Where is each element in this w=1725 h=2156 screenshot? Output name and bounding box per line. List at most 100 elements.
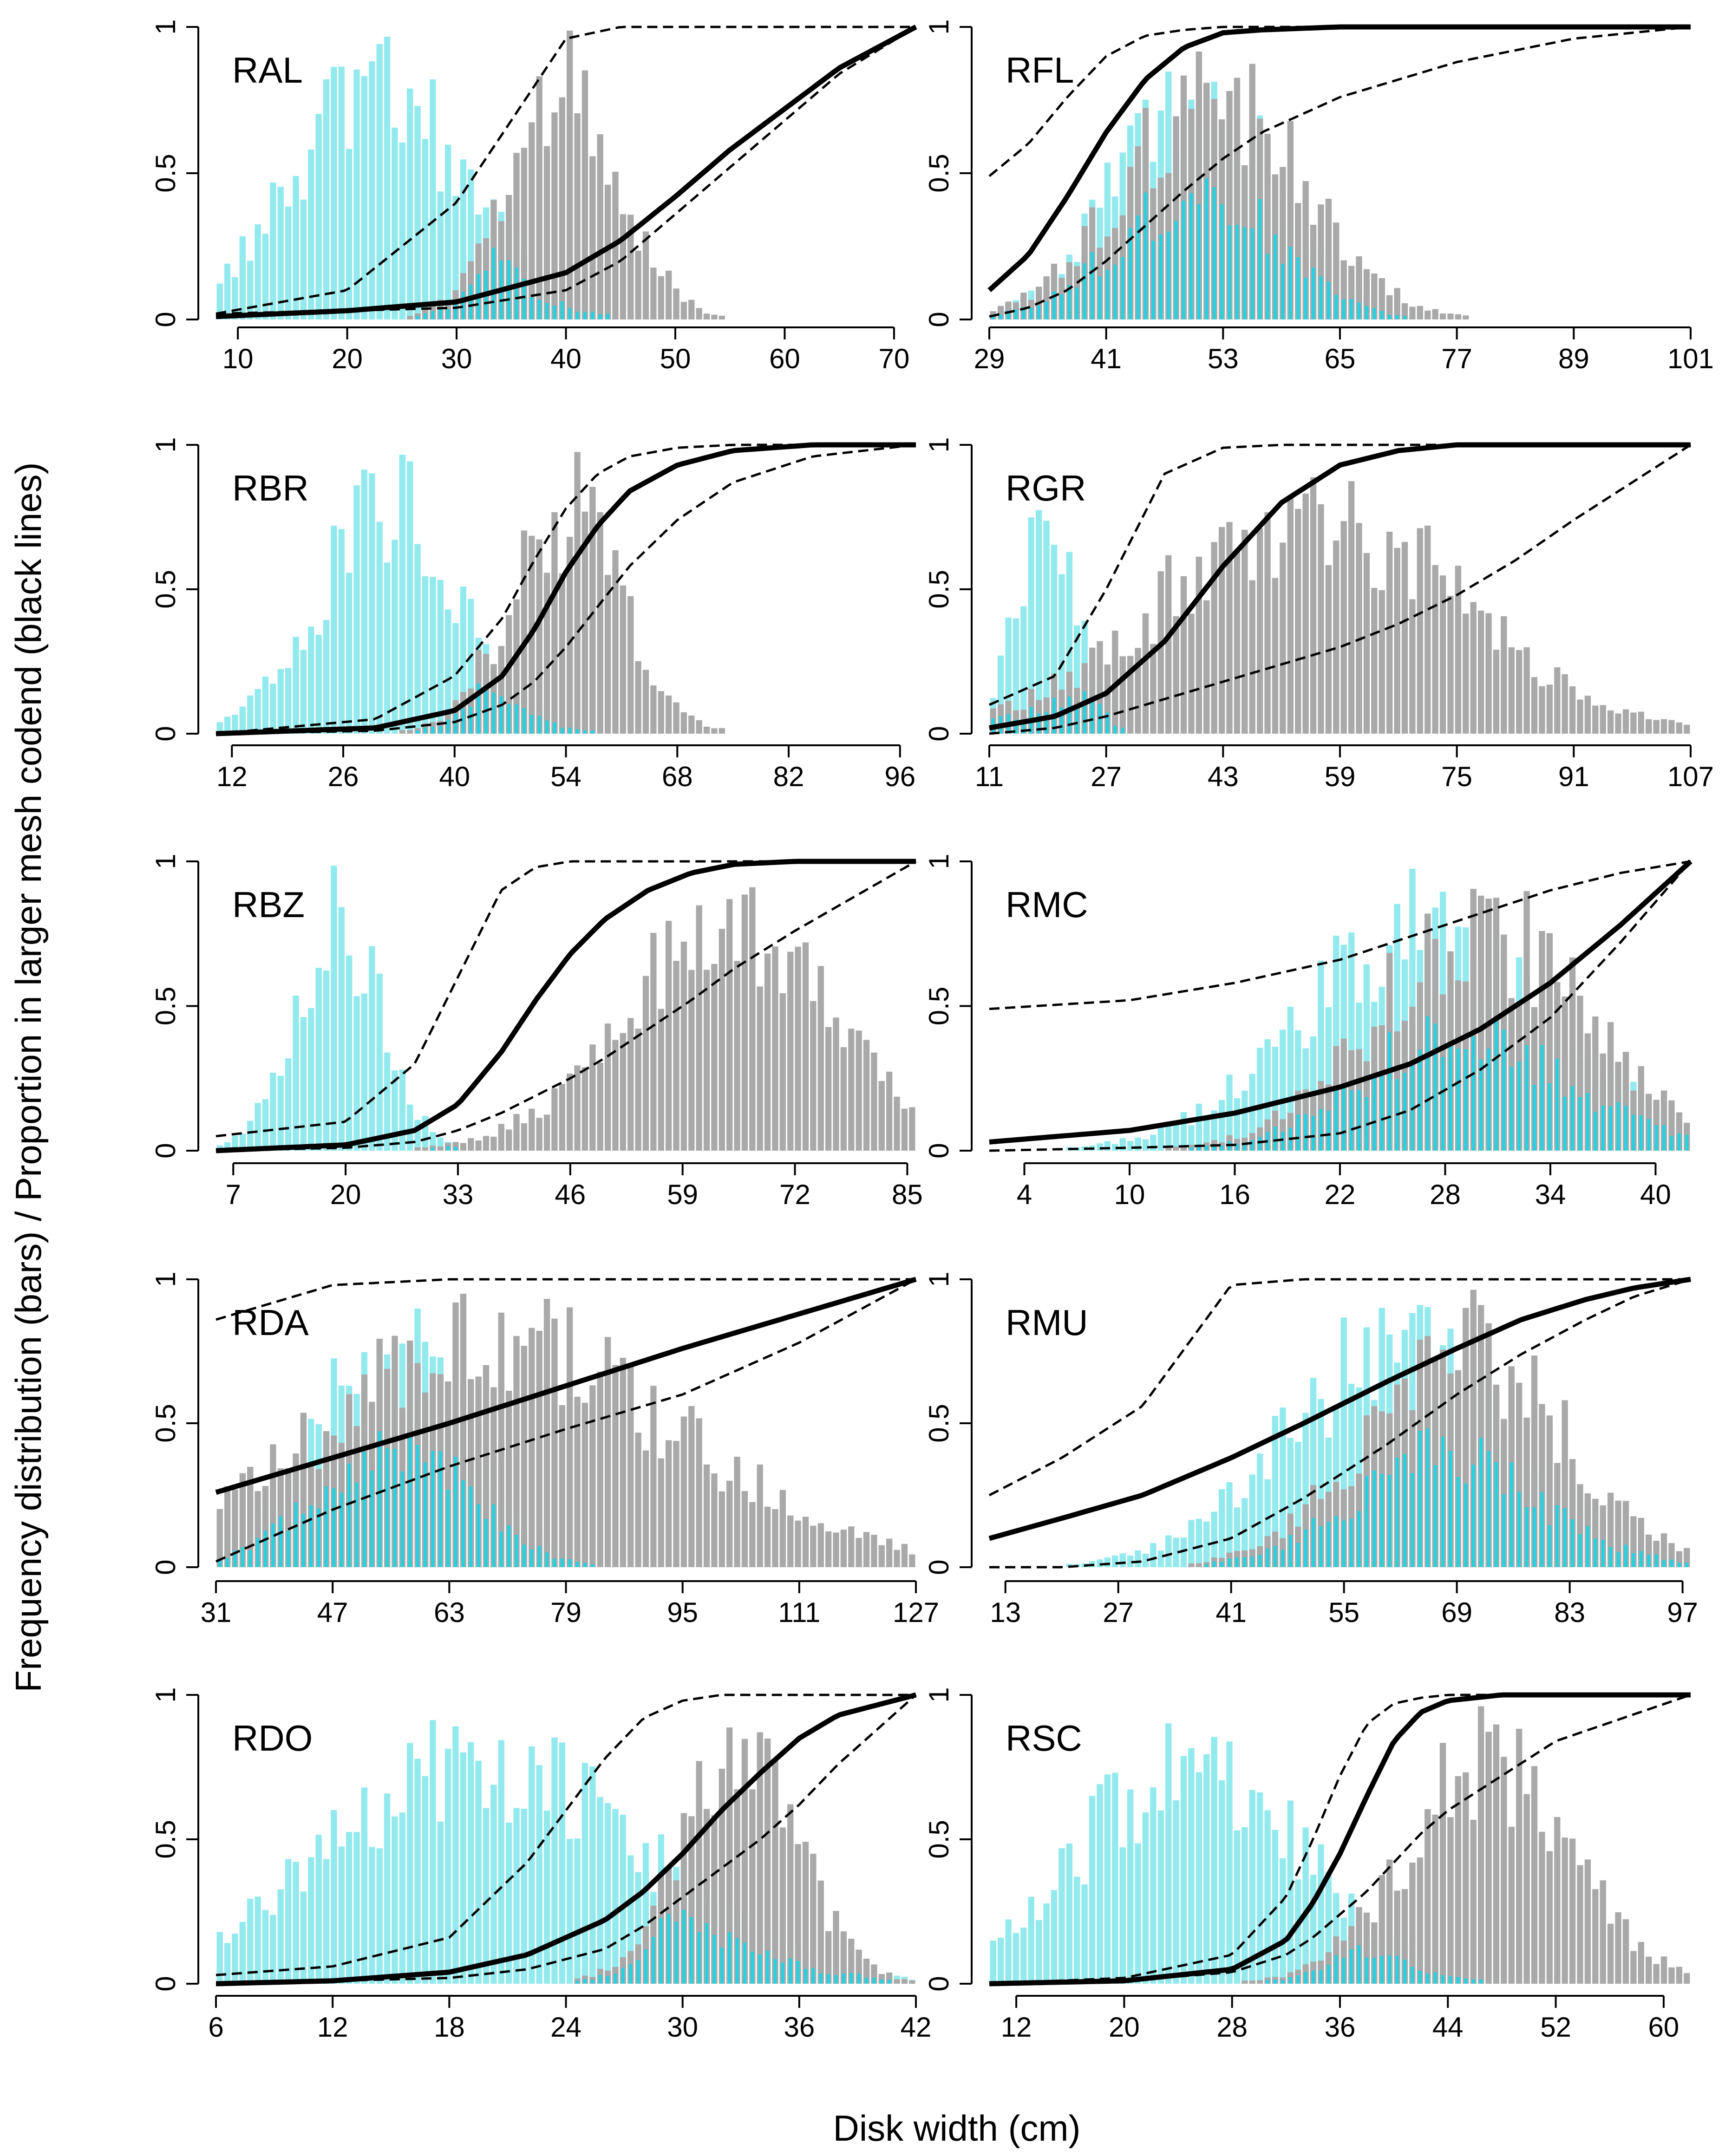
overlap-bar — [999, 314, 1002, 319]
larger-mesh-bar — [696, 905, 702, 1151]
larger-mesh-bar — [597, 1062, 603, 1151]
larger-mesh-bar — [1684, 1548, 1690, 1567]
x-tick-label: 42 — [901, 2012, 932, 2043]
larger-mesh-bar — [551, 512, 558, 734]
smaller-mesh-bar — [361, 76, 368, 319]
larger-mesh-bar — [878, 1081, 885, 1151]
larger-mesh-bar — [1424, 1809, 1431, 1984]
overlap-bar — [652, 1937, 655, 1984]
y-tick-label: 0.5 — [150, 1404, 181, 1442]
smaller-mesh-bar — [536, 1765, 542, 1984]
y-tick-label: 0 — [150, 312, 181, 327]
overlap-bar — [1235, 225, 1239, 319]
smaller-mesh-bar — [1180, 1112, 1187, 1151]
smaller-mesh-bar — [1112, 1772, 1118, 1984]
overlap-bar — [1441, 1057, 1444, 1151]
panel-label: RDO — [232, 1718, 313, 1759]
smaller-mesh-bar — [224, 263, 231, 319]
overlap-bar — [1395, 1955, 1399, 1984]
larger-mesh-bar — [1447, 596, 1454, 734]
larger-mesh-bar — [407, 730, 413, 734]
overlap-bar — [1281, 1550, 1285, 1567]
overlap-bar — [568, 308, 572, 319]
larger-mesh-bar — [909, 1554, 915, 1567]
smaller-mesh-bar — [997, 1937, 1004, 1984]
larger-mesh-bar — [521, 148, 528, 319]
overlap-bar — [591, 312, 595, 319]
y-axis-title: Frequency distribution (bars) / Proporti… — [8, 462, 49, 1693]
overlap-bar — [1205, 178, 1209, 319]
larger-mesh-bar — [574, 452, 581, 734]
larger-mesh-bar — [513, 1336, 520, 1567]
larger-mesh-bar — [1516, 1728, 1522, 1984]
x-tick-label: 33 — [443, 1179, 474, 1210]
panel-rmu: 0 0.5 1 13 27 41 55 69 83 97 RMU — [923, 1271, 1698, 1628]
larger-mesh-bar — [795, 946, 801, 1151]
overlap-bar — [865, 1977, 868, 1984]
smaller-mesh-bar — [460, 1752, 467, 1984]
overlap-bar — [446, 719, 450, 734]
overlap-bar — [1334, 1088, 1338, 1151]
larger-mesh-bar — [1157, 571, 1164, 734]
x-tick-label: 91 — [1558, 761, 1589, 792]
overlap-bar — [1357, 302, 1361, 319]
larger-mesh-bar — [1234, 550, 1241, 734]
smaller-mesh-bar — [331, 866, 337, 1151]
smaller-mesh-bar — [323, 620, 330, 734]
smaller-mesh-bar — [1249, 1074, 1255, 1151]
smaller-mesh-bar — [338, 907, 345, 1151]
smaller-mesh-bar — [399, 1812, 405, 1984]
smaller-mesh-bar — [315, 968, 322, 1151]
overlap-bar — [1304, 278, 1307, 319]
overlap-bar — [1312, 1970, 1315, 1984]
larger-mesh-bar — [1401, 303, 1408, 319]
smaller-mesh-bar — [444, 1749, 451, 1984]
overlap-bar — [1357, 1945, 1361, 1984]
overlap-bar — [1449, 1451, 1452, 1567]
larger-mesh-bar — [551, 112, 558, 319]
larger-mesh-bar — [597, 134, 603, 319]
larger-mesh-bar — [567, 30, 573, 319]
overlap-bar — [1220, 1561, 1223, 1567]
larger-mesh-bar — [1447, 1817, 1454, 1984]
smaller-mesh-bar — [392, 1816, 398, 1984]
larger-mesh-bar — [612, 1365, 619, 1567]
smaller-mesh-bar — [353, 996, 360, 1151]
overlap-bar — [1540, 1492, 1544, 1567]
overlap-bar — [1380, 311, 1384, 319]
larger-mesh-bar — [772, 946, 778, 1151]
larger-mesh-bar — [787, 1804, 794, 1984]
larger-mesh-bar — [688, 970, 695, 1151]
smaller-mesh-bar — [1203, 1521, 1210, 1567]
overlap-bar — [1517, 1492, 1521, 1567]
larger-mesh-bar — [505, 1129, 512, 1151]
larger-mesh-bar — [726, 1727, 733, 1984]
overlap-bar — [1106, 712, 1109, 734]
larger-mesh-bar — [1386, 295, 1393, 319]
overlap-bar — [431, 726, 435, 734]
larger-mesh-bar — [1173, 616, 1179, 734]
smaller-mesh-bar — [331, 67, 337, 319]
x-tick-label: 63 — [434, 1597, 465, 1628]
y-tick-label: 0 — [150, 1559, 181, 1575]
overlap-bar — [1274, 1127, 1277, 1151]
larger-mesh-bar — [1554, 667, 1561, 734]
smaller-mesh-bar — [1196, 1518, 1202, 1567]
overlap-bar — [1548, 1083, 1551, 1151]
larger-mesh-bar — [1546, 684, 1553, 734]
larger-mesh-bar — [1417, 1857, 1424, 1984]
x-tick-label: 30 — [441, 343, 472, 374]
larger-mesh-bar — [688, 300, 695, 319]
larger-mesh-bar — [597, 1371, 603, 1567]
overlap-bar — [1327, 1522, 1330, 1567]
overlap-bar — [1121, 728, 1124, 734]
smaller-mesh-bar — [232, 715, 238, 734]
overlap-bar — [1098, 276, 1102, 319]
x-tick-label: 41 — [1215, 1597, 1247, 1628]
larger-mesh-bar — [1569, 686, 1576, 734]
overlap-bar — [537, 1546, 541, 1567]
larger-mesh-bar — [1577, 699, 1583, 734]
overlap-bar — [560, 301, 564, 319]
larger-mesh-bar — [551, 1318, 558, 1567]
larger-mesh-bar — [1569, 1838, 1576, 1984]
